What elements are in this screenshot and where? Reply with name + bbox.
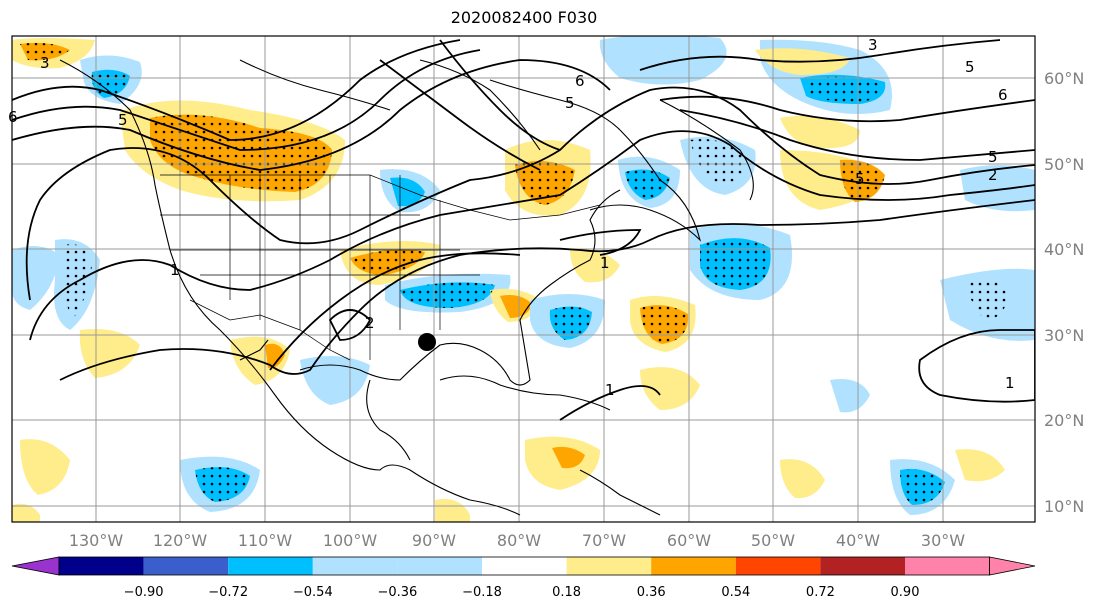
colorbar-segment — [59, 557, 144, 575]
lon-label: 90°W — [412, 531, 456, 550]
colorbar-tick-label: −0.54 — [293, 585, 333, 600]
coastlines — [59, 59, 754, 516]
lon-label: 100°W — [323, 531, 378, 550]
colorbar-tick-label: −0.36 — [377, 585, 417, 600]
colorbar-tick-label: −0.18 — [462, 585, 502, 600]
map-title: 2020082400 F030 — [450, 8, 598, 27]
colorbar-segment — [820, 557, 905, 575]
significance-stipple — [20, 42, 1010, 505]
lat-label: 30°N — [1044, 326, 1084, 345]
lat-label: 60°N — [1044, 69, 1084, 88]
colorbar-tick-label: −0.90 — [124, 585, 164, 600]
contour-label: 5 — [855, 170, 865, 188]
longitude-labels: 130°W 120°W 110°W 100°W 90°W 80°W 70°W 6… — [69, 531, 965, 550]
contour-label: 5 — [988, 148, 998, 166]
contour-label: 6 — [998, 86, 1008, 104]
colorbar-segment — [566, 557, 652, 575]
contour-label: 2 — [365, 314, 375, 332]
lon-label: 30°W — [921, 531, 965, 550]
lon-label: 60°W — [667, 531, 711, 550]
colorbar-segment — [143, 557, 229, 575]
lon-label: 110°W — [238, 531, 293, 550]
latitude-labels: 60°N 50°N 40°N 30°N 20°N 10°N — [1044, 69, 1084, 516]
contour-label: 3 — [40, 54, 50, 72]
contour-label: 3 — [868, 36, 878, 54]
colorbar-arrow-right — [989, 556, 1036, 576]
colorbar-segment — [482, 557, 567, 575]
colorbar-tick-label: 0.72 — [806, 585, 835, 600]
lon-label: 120°W — [153, 531, 208, 550]
colorbar-segment — [735, 557, 821, 575]
lat-label: 50°N — [1044, 155, 1084, 174]
colorbar-segment — [651, 557, 736, 575]
map-frame — [11, 35, 1036, 523]
contour-label: 2 — [988, 166, 998, 184]
contour-label: 1 — [605, 381, 615, 399]
colorbar-arrow-left — [11, 556, 60, 576]
map-gridlines — [12, 36, 1035, 522]
storm-center-marker — [418, 333, 436, 351]
colorbar-tick-label: 0.36 — [637, 585, 666, 600]
colorbar-segment — [228, 557, 313, 575]
colorbar-tick-label: 0.90 — [891, 585, 920, 600]
contour-label: 1 — [1005, 374, 1015, 392]
colorbar-tick-label: 0.54 — [721, 585, 750, 600]
contour-labels: 3 6 5 5 6 1 2 2 1 1 1 5 6 5 5 3 — [8, 36, 1015, 399]
lon-label: 40°W — [836, 531, 880, 550]
contour-label: 5 — [118, 111, 128, 129]
contour-label: 1 — [600, 254, 610, 272]
contour-label: 5 — [965, 58, 975, 76]
colorbar-segment — [397, 557, 482, 575]
lon-label: 80°W — [497, 531, 541, 550]
colorbar: −0.90 −0.72 −0.54 −0.36 −0.18 0.18 0.36 … — [11, 556, 1036, 600]
colorbar-segment — [312, 557, 398, 575]
contour-label: 5 — [565, 94, 575, 112]
colorbar-segment — [905, 557, 990, 575]
lat-label: 10°N — [1044, 497, 1084, 516]
contour-label: 1 — [170, 261, 180, 279]
lon-label: 70°W — [582, 531, 626, 550]
lat-label: 20°N — [1044, 411, 1084, 430]
contour-label: 6 — [575, 72, 585, 90]
height-contours — [12, 39, 1035, 421]
colorbar-tick-label: 0.18 — [552, 585, 581, 600]
lon-label: 130°W — [69, 531, 124, 550]
contour-label: 6 — [8, 108, 18, 126]
lon-label: 50°W — [751, 531, 795, 550]
lat-label: 40°N — [1044, 240, 1084, 259]
colorbar-tick-label: −0.72 — [208, 585, 248, 600]
